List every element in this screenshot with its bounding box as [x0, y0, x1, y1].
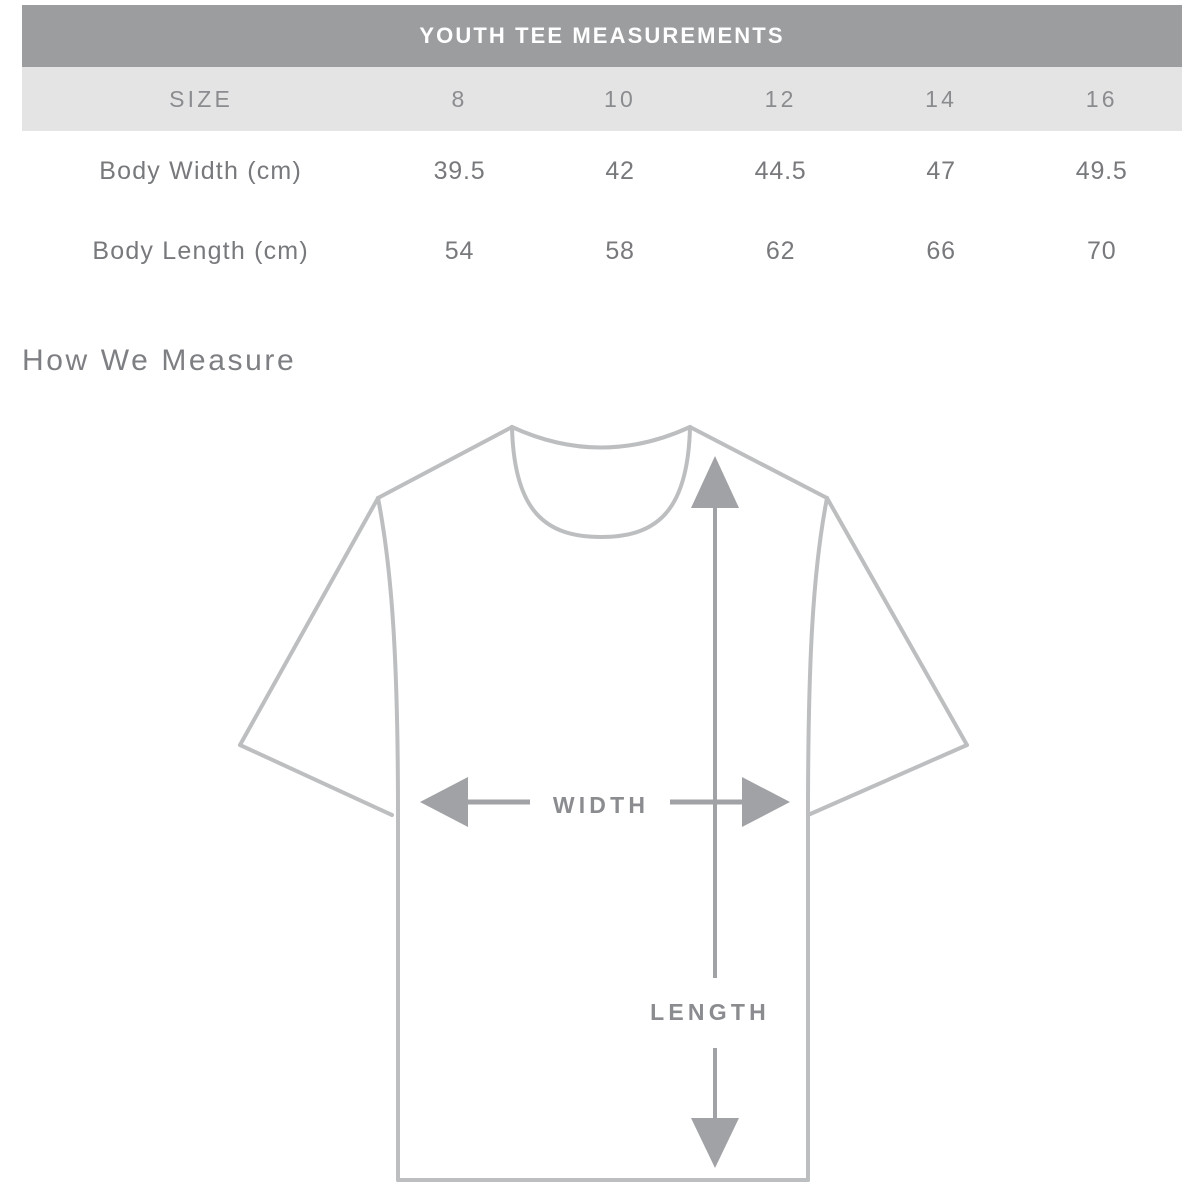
table-row: Body Width (cm) 39.5 42 44.5 47 49.5 — [22, 131, 1182, 211]
measurement-diagram: WIDTH LENGTH — [0, 400, 1200, 1200]
table-header-row: SIZE 8 10 12 14 16 — [22, 67, 1182, 131]
cell-body-width-12: 44.5 — [754, 156, 807, 185]
column-header-size: SIZE — [169, 85, 234, 112]
column-header-8: 8 — [451, 85, 468, 112]
cell-body-width-14: 47 — [926, 156, 956, 185]
table-title-bar: YOUTH TEE MEASUREMENTS — [22, 5, 1182, 67]
cell-body-length-14: 66 — [926, 236, 956, 265]
cell-body-length-12: 62 — [765, 236, 796, 265]
tshirt-outline-icon — [238, 425, 969, 1182]
column-header-14: 14 — [925, 85, 958, 112]
double-headed-horizontal-arrow-icon — [420, 777, 790, 827]
cell-body-width-16: 49.5 — [1075, 156, 1128, 185]
column-header-16: 16 — [1085, 85, 1118, 112]
row-label-body-length: Body Length (cm) — [92, 236, 309, 265]
page-title: YOUTH TEE MEASUREMENTS — [419, 23, 785, 48]
column-header-10: 10 — [604, 85, 637, 112]
cell-body-length-10: 58 — [605, 236, 635, 265]
table-row: Body Length (cm) 54 58 62 66 70 — [22, 211, 1182, 291]
length-label: LENGTH — [650, 999, 770, 1025]
cell-body-width-8: 39.5 — [433, 156, 486, 185]
section-heading-how-we-measure: How We Measure — [22, 344, 297, 377]
cell-body-length-16: 70 — [1086, 236, 1117, 265]
row-label-body-width: Body Width (cm) — [99, 156, 302, 185]
double-headed-vertical-arrow-icon — [691, 456, 739, 1168]
cell-body-length-8: 54 — [444, 236, 475, 265]
cell-body-width-10: 42 — [605, 156, 635, 185]
column-header-12: 12 — [764, 85, 797, 112]
width-label: WIDTH — [553, 792, 649, 818]
size-chart-table: YOUTH TEE MEASUREMENTS SIZE 8 10 12 14 1… — [22, 5, 1182, 291]
